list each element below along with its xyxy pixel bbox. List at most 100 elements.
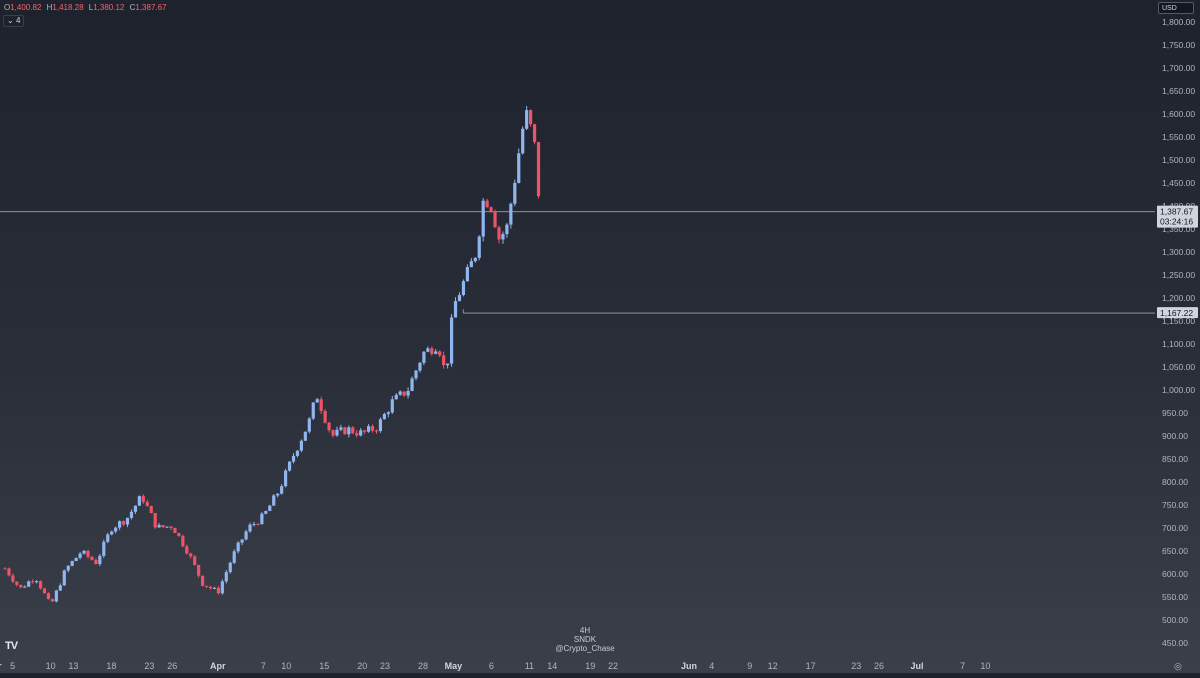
x-tick-label: 7 bbox=[261, 661, 266, 671]
candle-body bbox=[497, 227, 501, 240]
x-tick-label: 22 bbox=[608, 661, 618, 671]
countdown-label: 03:24:16 bbox=[1160, 217, 1193, 227]
candle-body bbox=[268, 505, 272, 512]
candle-body bbox=[485, 200, 489, 208]
candle-body bbox=[256, 524, 260, 526]
candle-body bbox=[232, 551, 236, 563]
candle-body bbox=[525, 110, 529, 129]
candle-body bbox=[438, 351, 442, 356]
candle-body bbox=[201, 575, 205, 586]
watermark-author: @Crypto_Chase bbox=[555, 644, 615, 653]
candle-body bbox=[31, 581, 35, 583]
candle-body bbox=[331, 430, 335, 436]
y-tick-label: 450.00 bbox=[1162, 638, 1188, 648]
candle-body bbox=[430, 348, 434, 354]
candle-body bbox=[347, 427, 351, 435]
y-tick-label: 600.00 bbox=[1162, 569, 1188, 579]
candle-body bbox=[532, 124, 537, 143]
candle-body bbox=[197, 564, 201, 576]
y-tick-label: 1,150.00 bbox=[1162, 316, 1195, 326]
candle-body bbox=[410, 378, 414, 391]
x-tick-label: 10 bbox=[980, 661, 990, 671]
candle-body bbox=[461, 281, 466, 296]
y-tick-label: 1,300.00 bbox=[1162, 247, 1195, 257]
candle-body bbox=[252, 524, 256, 526]
candle-body bbox=[3, 568, 7, 570]
candle-body bbox=[106, 534, 110, 542]
candle-body bbox=[283, 470, 288, 487]
y-tick-label: 550.00 bbox=[1162, 592, 1188, 602]
candle-body bbox=[58, 585, 62, 591]
x-tick-label: Jun bbox=[681, 661, 697, 671]
candle-body bbox=[465, 267, 469, 282]
candle-body bbox=[157, 525, 161, 528]
y-tick-label: 1,650.00 bbox=[1162, 86, 1195, 96]
x-tick-label: 14 bbox=[547, 661, 557, 671]
x-tick-label: 23 bbox=[380, 661, 390, 671]
indicators-collapse-button[interactable]: ⌄ 4 bbox=[3, 15, 25, 27]
candle-body bbox=[86, 550, 90, 557]
candle-body bbox=[173, 527, 177, 534]
candle-body bbox=[177, 533, 181, 536]
candle-body bbox=[236, 542, 240, 552]
x-tick-label: 9 bbox=[747, 661, 752, 671]
candle-body bbox=[240, 539, 244, 543]
x-tick-label: May bbox=[445, 661, 463, 671]
candle-body bbox=[359, 430, 363, 436]
x-tick-label: 4 bbox=[709, 661, 714, 671]
candle-body bbox=[137, 496, 141, 506]
candle-body bbox=[434, 351, 438, 354]
y-tick-label: 650.00 bbox=[1162, 546, 1188, 556]
candle-body bbox=[125, 517, 130, 525]
candle-body bbox=[244, 531, 248, 540]
price-label: 1,167.22 bbox=[1160, 308, 1193, 318]
candle-body bbox=[264, 511, 268, 514]
candle-body bbox=[343, 427, 347, 435]
candle-body bbox=[212, 587, 217, 589]
candle-body bbox=[382, 414, 386, 420]
candle-body bbox=[457, 295, 462, 302]
x-tick-label: 12 bbox=[768, 661, 778, 671]
candle-body bbox=[110, 531, 114, 535]
candle-body bbox=[378, 419, 383, 432]
candle-body bbox=[50, 599, 55, 602]
candle-body bbox=[323, 410, 327, 423]
candle-body bbox=[114, 527, 118, 532]
candle-body bbox=[446, 363, 450, 366]
candle-body bbox=[505, 224, 509, 235]
x-tick-label: 10 bbox=[46, 661, 56, 671]
candle-body bbox=[280, 486, 284, 494]
candle-body bbox=[66, 565, 70, 571]
y-tick-label: 1,100.00 bbox=[1162, 339, 1195, 349]
high-key: H bbox=[46, 3, 53, 12]
gear-icon[interactable]: ◎ bbox=[1174, 661, 1182, 671]
candle-body bbox=[363, 430, 367, 432]
currency-selector[interactable]: USD bbox=[1158, 2, 1194, 14]
y-tick-label: 1,350.00 bbox=[1162, 224, 1195, 234]
candle-body bbox=[355, 433, 359, 436]
x-tick-label: 7 bbox=[960, 661, 965, 671]
candle-body bbox=[370, 426, 375, 431]
candle-body bbox=[224, 572, 228, 582]
high-value: 1,418.28 bbox=[52, 3, 84, 12]
candle-body bbox=[386, 412, 390, 415]
y-tick-label: 950.00 bbox=[1162, 408, 1188, 418]
candle-body bbox=[442, 355, 446, 366]
candle-body bbox=[453, 301, 458, 318]
candle-body bbox=[78, 553, 82, 558]
candle-body bbox=[335, 429, 339, 436]
x-tick-label: 26 bbox=[167, 661, 177, 671]
candle-body bbox=[70, 561, 74, 566]
price-label-bg bbox=[1157, 205, 1198, 228]
candle-body bbox=[46, 593, 51, 600]
y-tick-label: 1,250.00 bbox=[1162, 270, 1195, 280]
candle-body bbox=[422, 351, 426, 363]
x-tick-label: Jul bbox=[910, 661, 923, 671]
tradingview-logo[interactable]: TV bbox=[5, 640, 18, 652]
candle-body bbox=[287, 461, 292, 471]
candle-body bbox=[509, 203, 513, 225]
candle-body bbox=[7, 568, 11, 576]
x-tick-label: 23 bbox=[144, 661, 154, 671]
